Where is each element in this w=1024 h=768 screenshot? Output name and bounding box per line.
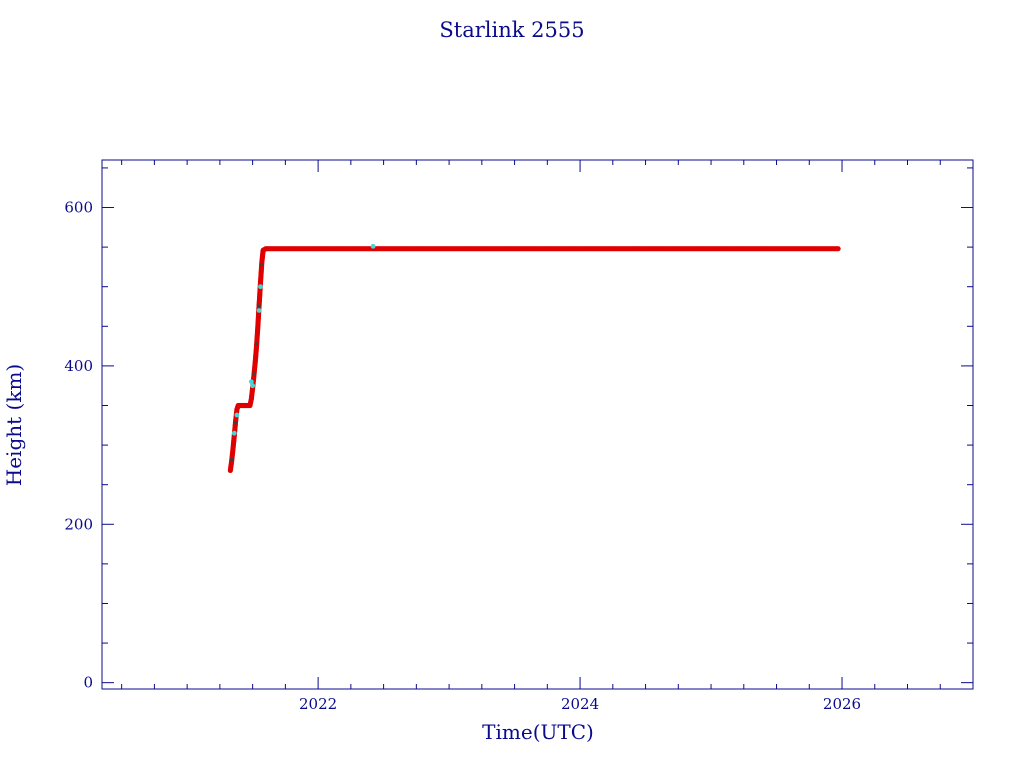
data-point bbox=[835, 246, 841, 252]
x-tick-labels: 2022 2024 2026 bbox=[299, 695, 861, 713]
data-layer bbox=[227, 243, 841, 474]
y-tick-label: 400 bbox=[64, 357, 93, 375]
x-tick-label: 2026 bbox=[823, 695, 861, 713]
data-point-dark bbox=[260, 262, 264, 267]
x-tick-label: 2024 bbox=[561, 695, 599, 713]
y-tick-label: 200 bbox=[64, 515, 93, 533]
x-tick-label: 2022 bbox=[299, 695, 337, 713]
data-point-secondary bbox=[234, 412, 240, 418]
x-axis-label: Time(UTC) bbox=[482, 720, 594, 744]
plot-frame bbox=[101, 159, 974, 690]
y-axis-label: Height (km) bbox=[2, 364, 26, 486]
data-point-secondary bbox=[256, 308, 262, 313]
minor-ticks bbox=[102, 160, 974, 689]
data-point-secondary bbox=[231, 430, 237, 436]
data-point-dark bbox=[252, 372, 256, 376]
data-point-dark bbox=[254, 342, 259, 346]
data-point-dark bbox=[230, 457, 234, 461]
data-point-dark bbox=[257, 304, 261, 308]
chart-title: Starlink 2555 bbox=[439, 18, 584, 42]
y-tick-labels: 0 200 400 600 bbox=[64, 199, 93, 692]
data-point-secondary bbox=[370, 243, 376, 249]
data-point-dark bbox=[233, 421, 238, 425]
y-tick-label: 600 bbox=[64, 199, 93, 217]
data-point-secondary bbox=[248, 379, 254, 385]
major-ticks bbox=[102, 160, 973, 689]
y-tick-label: 0 bbox=[83, 674, 93, 692]
data-point-secondary bbox=[250, 383, 256, 389]
data-point-secondary bbox=[258, 284, 263, 290]
